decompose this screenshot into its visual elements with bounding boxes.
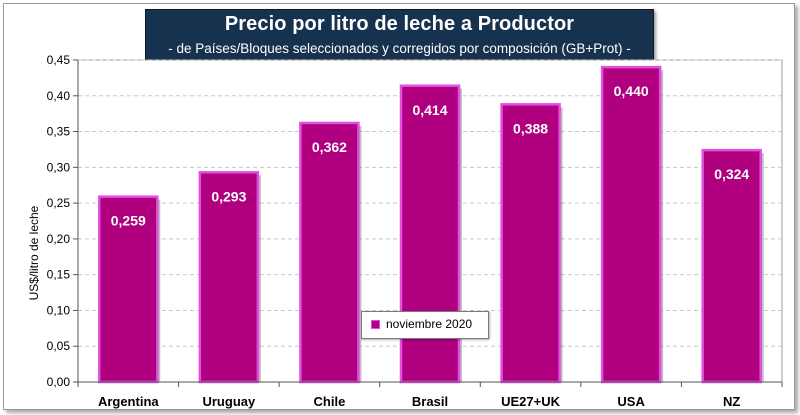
- data-label: 0,388: [513, 120, 548, 136]
- bar: [299, 121, 360, 384]
- y-axis-label: US$/litro de leche: [27, 205, 41, 300]
- x-category-label: NZ: [723, 394, 740, 409]
- y-tick-label: 0,10: [47, 303, 71, 317]
- bar: [500, 103, 561, 384]
- chart-title-box: Precio por litro de leche a Productor - …: [145, 9, 654, 63]
- legend-label: noviembre 2020: [386, 317, 473, 331]
- x-category-label: UE27+UK: [501, 394, 560, 409]
- y-tick-label: 0,35: [47, 125, 71, 139]
- x-category-label: Brasil: [412, 394, 448, 409]
- data-label: 0,324: [714, 166, 749, 182]
- x-category-label: Chile: [314, 394, 346, 409]
- data-label: 0,293: [211, 188, 246, 204]
- legend: noviembre 2020: [361, 311, 489, 339]
- bar: [600, 65, 662, 384]
- x-category-labels: Argentina Uruguay Chile Brasil UE27+UK USA NZ: [98, 394, 740, 409]
- chart-subtitle: - de Países/Bloques seleccionados y corr…: [168, 41, 631, 56]
- data-label: 0,440: [614, 83, 649, 99]
- data-label: 0,259: [111, 213, 146, 229]
- axes: [77, 60, 783, 387]
- y-tick-label: 0,00: [47, 375, 71, 389]
- y-tick-label: 0,40: [47, 89, 71, 103]
- x-category-label: Uruguay: [202, 394, 256, 409]
- y-tick-label: 0,20: [47, 232, 71, 246]
- bar: [701, 148, 762, 384]
- bars: [98, 65, 764, 384]
- bar: [198, 171, 260, 384]
- y-tick-label: 0,05: [47, 339, 71, 353]
- chart-title: Precio por litro de leche a Productor: [224, 13, 575, 35]
- x-category-label: USA: [617, 394, 645, 409]
- y-tick-label: 0,45: [47, 53, 71, 67]
- y-tick-label: 0,15: [47, 268, 71, 282]
- legend-swatch: [371, 320, 380, 329]
- data-label: 0,414: [412, 102, 447, 118]
- x-category-label: Argentina: [98, 394, 159, 409]
- y-tick-label: 0,25: [47, 196, 71, 210]
- y-tick-label: 0,30: [47, 160, 71, 174]
- data-labels: 0,259 0,293 0,362 0,414 0,388 0,440 0,324: [111, 83, 750, 229]
- data-label: 0,362: [312, 139, 347, 155]
- y-tick-labels: 0,00 0,05 0,10 0,15 0,20 0,25 0,30 0,35 0,40 0,45: [47, 53, 71, 389]
